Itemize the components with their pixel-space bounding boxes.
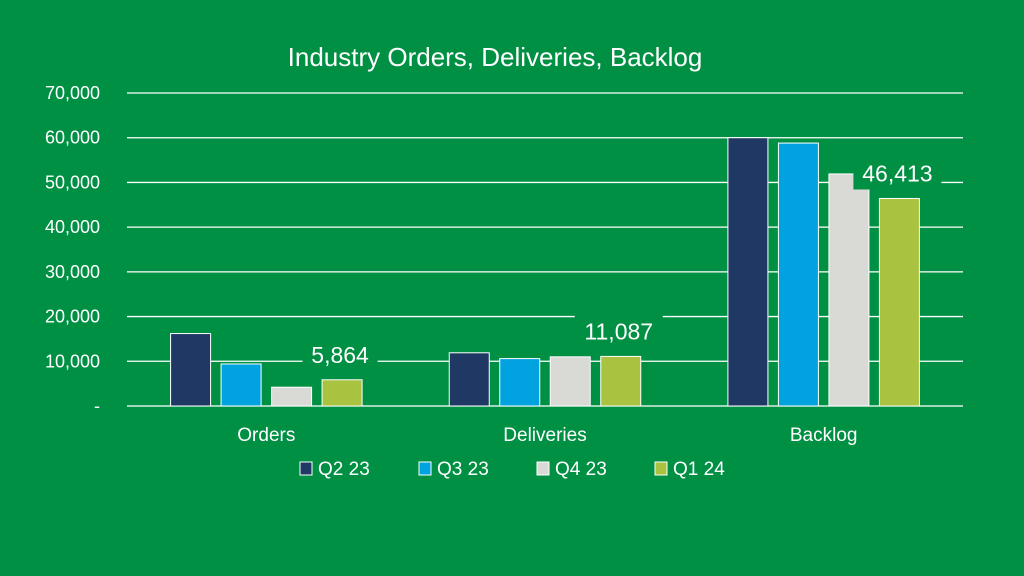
y-tick-label: 30,000 [45, 262, 100, 282]
legend-swatch-q3-23 [418, 461, 432, 476]
legend-label: Q4 23 [555, 459, 607, 480]
data-label: 11,087 [584, 318, 653, 344]
data-label-background [574, 315, 663, 348]
legend-swatch-q2-23 [299, 461, 313, 476]
y-tick-label: - [94, 396, 100, 416]
bar-q2-23 [170, 333, 212, 407]
legend-swatch-q1-24 [654, 461, 668, 476]
y-tick-label: 20,000 [45, 307, 100, 327]
bar-q1-24 [600, 355, 642, 407]
bar-q1-24 [878, 197, 920, 407]
x-axis: Orders Deliveries Backlog [237, 425, 857, 446]
y-tick-label: 70,000 [45, 83, 100, 103]
y-axis: - 10,000 20,000 30,000 40,000 50,000 60,000 70,… [45, 83, 100, 416]
data-label-background [302, 338, 378, 371]
bar-q3-23 [777, 142, 819, 407]
data-labels: 5,864 11,087 46,413 [302, 157, 942, 371]
y-tick-label: 50,000 [45, 172, 100, 192]
gridlines [127, 92, 963, 407]
bar-q1-24 [321, 379, 363, 407]
data-label: 5,864 [311, 342, 369, 368]
bar-q4-23 [271, 386, 313, 407]
data-label-background [853, 157, 942, 190]
y-tick-label: 60,000 [45, 128, 100, 148]
y-tick-label: 40,000 [45, 217, 100, 237]
legend-label: Q1 24 [673, 459, 725, 480]
x-tick-label: Deliveries [503, 425, 586, 446]
x-tick-label: Orders [237, 425, 295, 446]
bar-q2-23 [727, 137, 769, 407]
legend-label: Q2 23 [318, 459, 370, 480]
bars [170, 137, 920, 407]
bar-q2-23 [448, 352, 490, 407]
legend-swatch-q4-23 [536, 461, 550, 476]
y-tick-label: 10,000 [45, 351, 100, 371]
legend-label: Q3 23 [437, 459, 489, 480]
bar-q4-23 [549, 356, 591, 407]
data-label: 46,413 [862, 160, 932, 186]
x-tick-label: Backlog [790, 425, 858, 446]
bar-q3-23 [220, 363, 262, 407]
bar-q4-23 [828, 173, 870, 407]
chart-title: Industry Orders, Deliveries, Backlog [288, 42, 703, 72]
legend: Q2 23 Q3 23 Q4 23 Q1 24 [299, 459, 725, 480]
bar-q3-23 [499, 358, 541, 407]
